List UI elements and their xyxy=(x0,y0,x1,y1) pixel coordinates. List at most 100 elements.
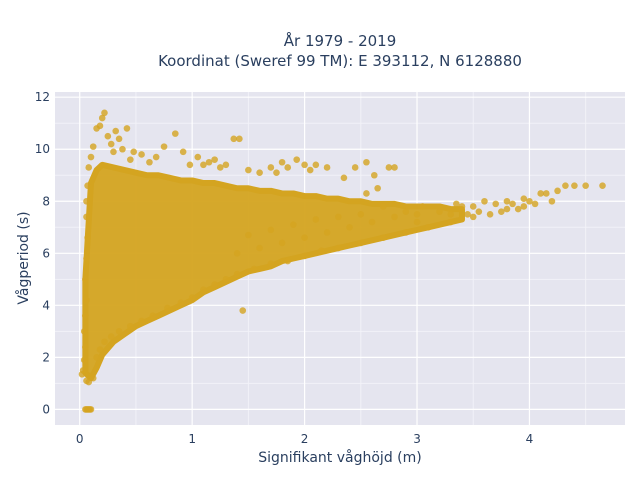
data-point xyxy=(363,158,370,166)
y-axis-label: Vågperiod (s) xyxy=(15,211,32,304)
data-point xyxy=(216,164,224,171)
data-point xyxy=(436,208,443,215)
data-point xyxy=(250,265,258,273)
data-point xyxy=(267,260,275,268)
data-point xyxy=(599,182,606,189)
data-point xyxy=(447,210,455,218)
data-point xyxy=(301,161,308,169)
data-point xyxy=(492,200,500,208)
data-point xyxy=(164,304,171,312)
data-point xyxy=(233,270,241,278)
data-point xyxy=(211,281,218,288)
y-tick-label: 0 xyxy=(42,402,50,416)
data-point xyxy=(402,229,410,236)
y-tick-label: 8 xyxy=(42,194,50,208)
data-point xyxy=(245,231,252,239)
data-point xyxy=(110,148,117,156)
data-point xyxy=(194,153,202,161)
data-point xyxy=(93,354,100,361)
x-tick-label: 4 xyxy=(526,432,534,446)
data-point xyxy=(543,190,550,197)
data-point xyxy=(84,182,91,189)
data-point xyxy=(419,203,426,210)
data-point xyxy=(84,234,91,241)
data-point xyxy=(160,143,168,150)
data-point xyxy=(245,166,252,174)
data-point xyxy=(293,156,301,163)
data-point xyxy=(503,197,511,205)
data-point xyxy=(211,156,218,163)
data-point xyxy=(447,218,455,226)
chart-title-line-1: År 1979 - 2019 xyxy=(284,31,397,50)
data-point xyxy=(119,145,126,153)
data-point xyxy=(83,255,90,262)
data-point xyxy=(391,213,398,221)
data-point xyxy=(346,223,353,231)
x-tick-label: 1 xyxy=(188,432,196,446)
data-point xyxy=(82,276,89,283)
x-tick-label: 3 xyxy=(413,432,421,446)
y-tick-label: 12 xyxy=(35,90,50,104)
data-point xyxy=(222,161,230,169)
data-point xyxy=(464,210,471,218)
data-point xyxy=(379,203,387,210)
data-point xyxy=(200,286,207,294)
data-point xyxy=(498,208,505,215)
data-point xyxy=(312,216,320,223)
data-point xyxy=(374,184,381,192)
data-point xyxy=(413,210,421,218)
data-point xyxy=(278,239,286,247)
data-point xyxy=(85,164,93,171)
data-point xyxy=(127,322,134,330)
data-point xyxy=(83,213,90,221)
data-point xyxy=(458,203,466,210)
data-point xyxy=(548,197,556,205)
data-point xyxy=(171,130,179,137)
data-point xyxy=(115,328,123,335)
data-point xyxy=(514,205,522,213)
data-point xyxy=(79,367,87,374)
data-point xyxy=(80,356,88,364)
data-point xyxy=(370,171,378,179)
data-point xyxy=(340,174,348,182)
data-point xyxy=(87,153,95,161)
data-point xyxy=(83,197,90,205)
data-point xyxy=(402,208,410,215)
data-point xyxy=(284,257,292,265)
data-point xyxy=(357,210,365,218)
data-point xyxy=(284,164,292,171)
data-point xyxy=(363,190,370,197)
y-tick-label: 4 xyxy=(42,298,50,312)
data-point xyxy=(351,164,359,171)
data-point xyxy=(318,247,325,254)
data-point xyxy=(256,169,263,176)
data-point xyxy=(582,182,589,189)
data-point xyxy=(306,166,314,174)
data-point xyxy=(481,197,488,205)
data-point xyxy=(413,218,421,226)
data-point xyxy=(323,164,331,171)
data-point xyxy=(138,317,145,325)
data-point xyxy=(130,148,137,156)
data-point xyxy=(85,378,93,386)
data-point xyxy=(453,200,460,208)
data-point xyxy=(89,143,97,150)
data-point xyxy=(323,229,331,236)
data-point xyxy=(149,312,157,320)
data-point xyxy=(562,182,569,189)
y-tick-label: 10 xyxy=(35,142,50,156)
data-point xyxy=(520,195,528,202)
data-point xyxy=(112,127,120,135)
data-point xyxy=(312,161,320,169)
data-point xyxy=(107,333,115,340)
data-point xyxy=(107,140,115,148)
data-point xyxy=(267,164,275,171)
data-point xyxy=(385,164,393,171)
data-point xyxy=(152,153,160,161)
data-point xyxy=(290,221,297,228)
data-point xyxy=(424,223,432,231)
data-point xyxy=(503,205,511,213)
data-point xyxy=(278,158,286,166)
